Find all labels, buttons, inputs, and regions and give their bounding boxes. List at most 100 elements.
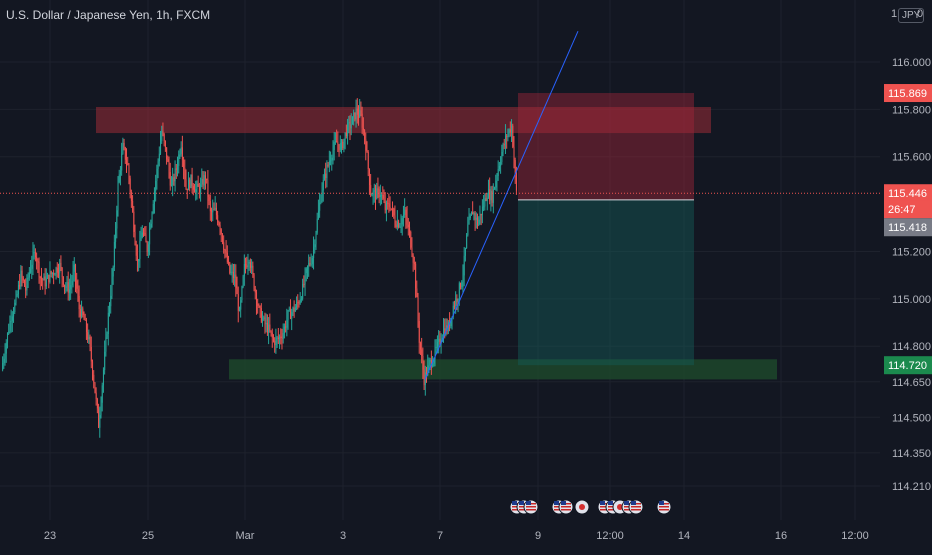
candle-body (349, 122, 351, 129)
us-flag-icon[interactable] (628, 499, 644, 515)
candle-body (19, 284, 21, 287)
jp-flag-icon[interactable] (574, 499, 590, 515)
candle-body (462, 275, 464, 283)
candle-body (243, 263, 245, 277)
candle-body (345, 132, 347, 137)
candle-body (48, 274, 50, 282)
candle-body (435, 346, 437, 348)
candle-body (382, 194, 384, 199)
chart-title: U.S. Dollar / Japanese Yen, 1h, FXCM (6, 8, 211, 22)
candle-body (100, 402, 102, 416)
candle-body (438, 338, 440, 342)
candle-body (169, 172, 171, 186)
time-tick-label: 16 (775, 530, 787, 542)
candle-body (474, 213, 476, 220)
candle-body (39, 276, 41, 279)
time-tick-label: 7 (437, 530, 443, 542)
price-tag[interactable] (884, 200, 932, 219)
candle-body (367, 151, 369, 170)
resistance-zone[interactable] (96, 107, 711, 134)
candle-body (314, 244, 316, 248)
candle-body (403, 214, 405, 219)
candle-body (316, 218, 318, 233)
candle-body (266, 322, 268, 333)
candle-body (66, 282, 68, 287)
take-profit-zone[interactable] (518, 199, 694, 366)
candle-body (231, 271, 233, 273)
candle-body (426, 372, 428, 376)
candle-body (92, 361, 94, 375)
candle-body (247, 263, 249, 267)
candle-body (149, 228, 151, 245)
candle-body (275, 337, 277, 346)
candle-body (489, 189, 491, 201)
candle-body (99, 415, 101, 428)
candle-body (77, 288, 79, 296)
price-tag[interactable] (884, 356, 932, 375)
candle-body (383, 198, 385, 202)
candle-body (25, 286, 27, 291)
candle-body (157, 161, 159, 169)
price-tick-label: 114.500 (892, 412, 931, 424)
price-tick-label: 115.200 (892, 246, 931, 258)
candle-body (471, 212, 473, 216)
time-tick-label: 3 (340, 530, 346, 542)
candle-body (113, 241, 115, 268)
candle-body (467, 224, 469, 236)
candle-body (180, 147, 182, 154)
price-tag[interactable] (884, 184, 932, 203)
candle-body (291, 312, 293, 319)
candle-body (96, 399, 98, 409)
support-zone[interactable] (229, 359, 777, 380)
price-tag[interactable] (884, 218, 932, 237)
candle-body (68, 289, 70, 293)
candle-body (73, 264, 75, 272)
candle-body (138, 258, 140, 262)
candle-body (283, 326, 285, 334)
currency-badge[interactable]: JPY (898, 8, 925, 23)
candle-body (486, 197, 488, 201)
candle-body (508, 129, 510, 134)
candle-body (387, 202, 389, 204)
candle-body (156, 168, 158, 181)
candle-body (78, 295, 80, 310)
candle-body (47, 274, 49, 279)
candle-body (82, 308, 84, 316)
us-flag-icon-stripe (561, 506, 571, 508)
trendline[interactable] (424, 31, 579, 380)
candle-body (196, 183, 198, 190)
candle-body (315, 232, 317, 245)
candle-body (197, 183, 199, 187)
candle-body (290, 308, 292, 319)
candle-body (2, 362, 4, 370)
candle-body (413, 262, 415, 264)
candle-body (26, 278, 28, 291)
candle-body (299, 299, 301, 304)
candle-body (400, 224, 402, 227)
us-flag-icon[interactable] (558, 499, 574, 515)
time-tick-label: 12:00 (841, 530, 869, 542)
us-flag-icon[interactable] (656, 499, 672, 515)
candle-body (58, 272, 60, 274)
candle-body (415, 263, 417, 289)
candle-body (513, 146, 515, 161)
candle-body (469, 215, 471, 219)
us-flag-icon[interactable] (523, 499, 539, 515)
candle-body (30, 268, 32, 273)
candle-body (28, 272, 30, 278)
candle-body (112, 267, 114, 277)
candle-body (7, 333, 9, 343)
candle-body (381, 194, 383, 196)
candle-body (21, 270, 23, 278)
candle-body (76, 280, 78, 289)
zones (96, 93, 777, 380)
price-tag[interactable] (884, 84, 932, 103)
candle-body (252, 265, 254, 275)
candle-body (209, 201, 211, 212)
stop-loss-zone[interactable] (518, 93, 694, 200)
candle-body (198, 186, 200, 193)
candle-body (269, 324, 271, 331)
candle-body (338, 144, 340, 150)
